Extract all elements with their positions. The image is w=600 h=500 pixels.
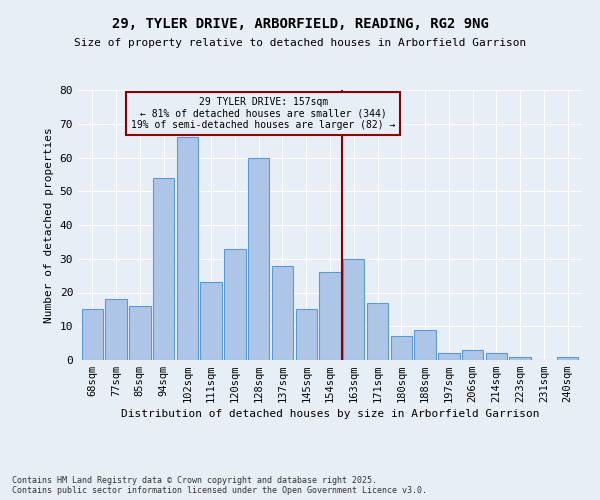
Text: Size of property relative to detached houses in Arborfield Garrison: Size of property relative to detached ho… [74, 38, 526, 48]
Bar [272, 266, 293, 360]
Bar [319, 272, 341, 360]
Bar [176, 137, 198, 360]
Bar [106, 299, 127, 360]
Y-axis label: Number of detached properties: Number of detached properties [44, 127, 54, 323]
Text: 29 TYLER DRIVE: 157sqm
← 81% of detached houses are smaller (344)
19% of semi-de: 29 TYLER DRIVE: 157sqm ← 81% of detached… [131, 97, 395, 130]
Bar [248, 158, 269, 360]
Bar [391, 336, 412, 360]
Bar [509, 356, 531, 360]
Bar [367, 302, 388, 360]
Text: 29, TYLER DRIVE, ARBORFIELD, READING, RG2 9NG: 29, TYLER DRIVE, ARBORFIELD, READING, RG… [112, 18, 488, 32]
Bar [82, 310, 103, 360]
Bar [224, 248, 245, 360]
Bar [343, 259, 364, 360]
Bar [296, 310, 317, 360]
Text: Contains HM Land Registry data © Crown copyright and database right 2025.
Contai: Contains HM Land Registry data © Crown c… [12, 476, 427, 495]
Bar [557, 356, 578, 360]
Bar [415, 330, 436, 360]
Bar [153, 178, 174, 360]
Bar [129, 306, 151, 360]
Bar [438, 353, 460, 360]
Bar [462, 350, 484, 360]
X-axis label: Distribution of detached houses by size in Arborfield Garrison: Distribution of detached houses by size … [121, 410, 539, 420]
Bar [486, 353, 507, 360]
Bar [200, 282, 222, 360]
